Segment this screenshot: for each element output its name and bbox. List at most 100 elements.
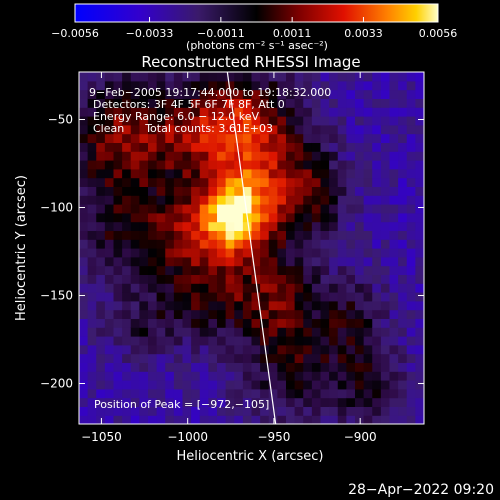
heatmap-cell [217,380,227,390]
heatmap-cell [96,274,106,284]
heatmap-cell [96,406,106,416]
heatmap-cell [199,344,209,355]
heatmap-cell [346,124,356,135]
heatmap-cell [346,300,356,311]
heatmap-cell [96,107,106,117]
heatmap-cell [148,371,158,381]
heatmap-cell [182,204,192,214]
heatmap-cell [165,292,175,302]
heatmap-cell [355,124,365,135]
heatmap-cell [130,415,140,424]
heatmap-cell [415,256,424,267]
heatmap-cell [320,371,330,381]
heatmap-cell [337,380,347,390]
heatmap-cell [96,336,106,346]
heatmap-cell [380,186,391,196]
heatmap-cell [286,318,296,328]
heatmap-cell [104,72,115,82]
heatmap-cell [104,371,115,381]
heatmap-cell [406,283,416,293]
heatmap-cell [311,186,322,196]
heatmap-cell [148,142,158,152]
y-tick-label: −150 [40,289,73,303]
heatmap-cell [148,98,158,108]
heatmap-cell [277,380,287,390]
heatmap-cell [79,318,89,328]
heatmap-cell [355,151,365,161]
heatmap-cell [182,195,192,205]
heatmap-cell [122,230,132,240]
heatmap-cell [268,283,278,293]
heatmap-cell [182,327,192,337]
heatmap-cell [268,186,278,196]
heatmap-cell [286,168,296,179]
heatmap-cell [311,239,322,249]
heatmap-cell [191,151,201,161]
heatmap-cell [303,265,313,275]
heatmap-cell [104,124,115,135]
heatmap-cell [122,124,132,135]
heatmap-cell [217,327,227,337]
heatmap-cell [363,380,373,390]
heatmap-cell [329,353,339,363]
heatmap-cell [234,72,244,82]
heatmap-cell [104,248,115,258]
heatmap-cell [173,116,184,126]
heatmap-cell [208,327,218,337]
heatmap-cell [277,80,287,91]
heatmap-cell [286,283,296,293]
heatmap-cell [415,98,424,108]
heatmap-cell [251,98,261,108]
heatmap-cell [415,116,424,126]
heatmap-cell [234,256,244,267]
heatmap-cell [337,204,347,214]
heatmap-cell [182,353,192,363]
heatmap-cell [122,388,132,399]
heatmap-cell [87,168,97,179]
heatmap-cell [346,107,356,117]
heatmap-cell [208,168,218,179]
heatmap-cell [182,160,192,170]
heatmap-cell [130,300,140,311]
heatmap-cell [182,124,192,135]
heatmap-cell [122,336,132,346]
heatmap-cell [130,107,140,117]
heatmap-cell [182,116,192,126]
heatmap-cell [286,186,296,196]
heatmap-cell [148,80,158,91]
heatmap-cell [406,133,416,143]
heatmap-cell [87,89,97,99]
heatmap-cell [122,371,132,381]
heatmap-cell [87,371,97,381]
heatmap-cell [251,327,261,337]
colorbar-tick-label: 0.0011 [273,27,312,40]
heatmap-cell [311,362,322,372]
heatmap-cell [165,204,175,214]
heatmap-cell [268,336,278,346]
heatmap-cell [104,388,115,399]
heatmap-cell [225,133,235,143]
heatmap-cell [122,72,132,82]
heatmap-cell [277,239,287,249]
heatmap-cell [130,353,140,363]
heatmap-cell [165,248,175,258]
heatmap-cell [242,124,253,135]
heatmap-cell [156,221,166,231]
heatmap-cell [199,292,209,302]
limb-line [226,71,277,425]
heatmap-cell [96,72,106,82]
heatmap-cell [87,362,97,372]
heatmap-cell [225,186,235,196]
heatmap-cell [217,300,227,311]
heatmap-cell [122,256,132,267]
heatmap-cell [320,344,330,355]
heatmap-cell [286,397,296,407]
heatmap-cell [87,300,97,311]
heatmap-cell [337,388,347,399]
heatmap-cell [303,415,313,424]
heatmap-cell [398,406,408,416]
heatmap-cell [87,318,97,328]
heatmap-cell [191,177,201,187]
heatmap-cell [415,168,424,179]
heatmap-cell [329,212,339,223]
